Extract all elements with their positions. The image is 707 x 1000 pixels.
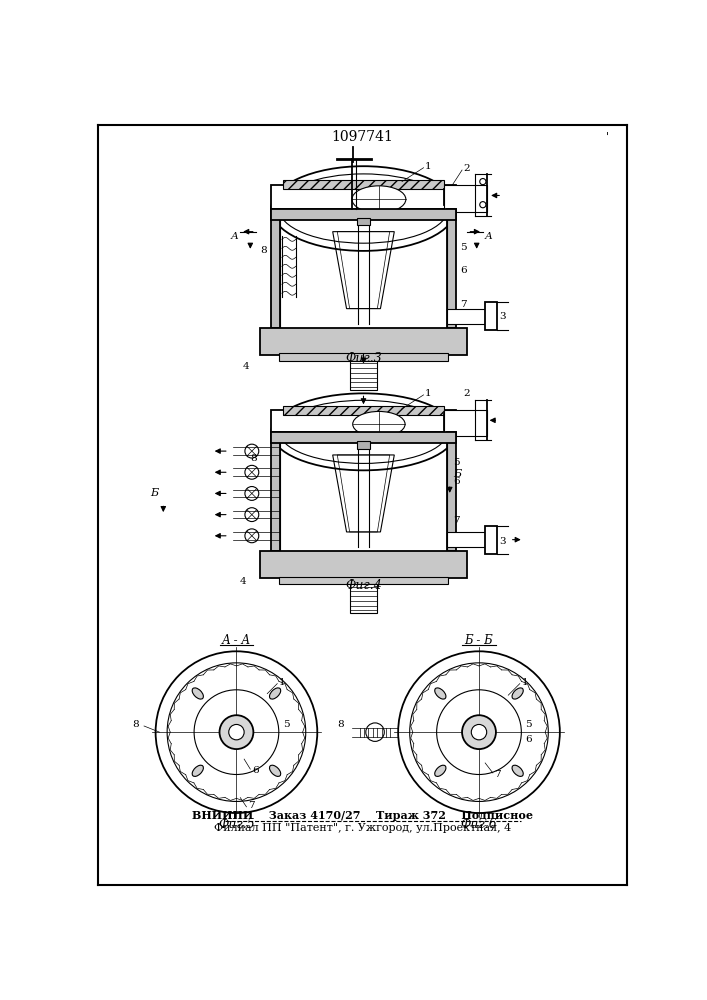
Ellipse shape bbox=[192, 765, 204, 776]
Text: Фиг.3: Фиг.3 bbox=[345, 352, 382, 365]
Circle shape bbox=[229, 724, 244, 740]
Bar bbox=[444, 189, 475, 205]
Bar bbox=[485, 302, 497, 330]
Ellipse shape bbox=[352, 186, 406, 213]
Bar bbox=[447, 532, 485, 547]
Circle shape bbox=[462, 715, 496, 749]
Bar bbox=[485, 526, 497, 554]
Text: 1: 1 bbox=[521, 678, 528, 687]
Ellipse shape bbox=[269, 765, 281, 776]
Bar bbox=[271, 209, 456, 220]
Text: 2: 2 bbox=[464, 389, 470, 398]
Text: А - А: А - А bbox=[222, 634, 251, 647]
Text: 6: 6 bbox=[252, 766, 259, 775]
Text: 5: 5 bbox=[452, 458, 460, 467]
Bar bbox=[259, 551, 467, 578]
Ellipse shape bbox=[192, 688, 204, 699]
Text: Фиг.5: Фиг.5 bbox=[218, 818, 255, 831]
Ellipse shape bbox=[435, 765, 446, 776]
Text: 6: 6 bbox=[460, 266, 467, 275]
Ellipse shape bbox=[269, 688, 281, 699]
Text: 1097741: 1097741 bbox=[332, 130, 394, 144]
Bar bbox=[283, 180, 444, 189]
Bar bbox=[356, 218, 370, 225]
Text: 7: 7 bbox=[248, 801, 255, 810]
Text: 6: 6 bbox=[452, 477, 460, 486]
Bar bbox=[271, 185, 456, 209]
Bar bbox=[356, 441, 370, 449]
Text: Б: Б bbox=[452, 469, 461, 479]
Text: Фиг.4: Фиг.4 bbox=[345, 579, 382, 592]
Text: 8: 8 bbox=[338, 720, 344, 729]
Bar bbox=[444, 185, 486, 212]
Ellipse shape bbox=[512, 765, 523, 776]
Bar bbox=[271, 432, 281, 551]
Text: 3: 3 bbox=[499, 537, 506, 546]
Bar bbox=[444, 410, 486, 436]
Bar bbox=[271, 209, 281, 328]
Text: 7: 7 bbox=[460, 300, 467, 309]
Bar bbox=[350, 361, 378, 389]
Bar bbox=[350, 584, 378, 613]
Text: Б - Б: Б - Б bbox=[464, 634, 493, 647]
Text: 8: 8 bbox=[261, 246, 267, 255]
Text: 4: 4 bbox=[240, 578, 247, 586]
Circle shape bbox=[472, 724, 486, 740]
Bar bbox=[447, 309, 485, 324]
Ellipse shape bbox=[353, 411, 405, 437]
Text: Филиал ПП "Патент", г. Ужгород, ул.Проектная, 4: Филиал ПП "Патент", г. Ужгород, ул.Проек… bbox=[214, 823, 511, 833]
Bar bbox=[279, 353, 448, 361]
Text: ВНИИПИ    Заказ 4170/27    Тираж 372    Подписное: ВНИИПИ Заказ 4170/27 Тираж 372 Подписное bbox=[192, 810, 533, 821]
Text: 7: 7 bbox=[494, 770, 501, 779]
Text: 1: 1 bbox=[425, 162, 432, 171]
Text: 5: 5 bbox=[283, 720, 289, 729]
Text: А: А bbox=[484, 232, 492, 241]
Text: 4: 4 bbox=[243, 362, 250, 371]
Text: 5: 5 bbox=[525, 720, 532, 729]
Circle shape bbox=[219, 715, 253, 749]
Text: 5: 5 bbox=[460, 243, 467, 252]
Text: 2: 2 bbox=[464, 164, 470, 173]
Bar bbox=[447, 209, 456, 328]
Bar bbox=[283, 406, 444, 415]
Bar bbox=[271, 410, 456, 432]
Bar bbox=[259, 328, 467, 355]
Text: 6: 6 bbox=[525, 735, 532, 744]
Text: 7: 7 bbox=[452, 516, 460, 525]
Text: 1: 1 bbox=[279, 678, 286, 687]
Bar bbox=[447, 432, 456, 551]
Text: 3: 3 bbox=[499, 312, 506, 321]
Bar bbox=[444, 414, 475, 430]
Text: А: А bbox=[231, 232, 239, 241]
Text: ': ' bbox=[606, 132, 609, 142]
Ellipse shape bbox=[435, 688, 446, 699]
Text: 1: 1 bbox=[425, 389, 432, 398]
Bar bbox=[279, 577, 448, 584]
Text: Фиг.6: Фиг.6 bbox=[461, 818, 497, 831]
Text: Б: Б bbox=[150, 488, 158, 498]
Text: 8: 8 bbox=[250, 454, 257, 463]
Text: 8: 8 bbox=[132, 720, 139, 729]
Bar bbox=[271, 432, 456, 443]
Ellipse shape bbox=[512, 688, 523, 699]
